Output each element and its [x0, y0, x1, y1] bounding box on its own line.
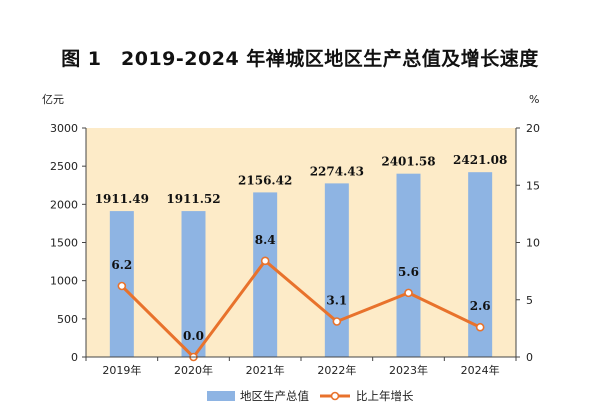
growth-value-label: 8.4	[255, 233, 276, 247]
growth-point	[117, 281, 127, 291]
left-tick-label: 0	[71, 351, 78, 364]
right-axis-unit: %	[529, 93, 539, 106]
bar-gdp	[324, 183, 349, 357]
x-tick-label: 2021年	[246, 363, 285, 377]
bar-value-label: 2421.08	[453, 153, 507, 167]
growth-value-label: 2.6	[470, 299, 491, 313]
bar-value-label: 2156.42	[238, 173, 292, 187]
right-tick-label: 15	[526, 179, 540, 192]
left-tick-label: 500	[57, 313, 78, 326]
bar-value-label: 1911.49	[95, 192, 149, 206]
growth-point	[404, 288, 413, 298]
growth-value-label: 3.1	[326, 294, 347, 308]
growth-line	[120, 259, 481, 359]
growth-value-label: 0.0	[183, 329, 204, 343]
left-tick-label: 1500	[50, 237, 78, 250]
x-tick-label: 2024年	[461, 363, 500, 377]
bar-value-label: 2274.43	[310, 164, 364, 178]
plot-area	[86, 128, 516, 357]
growth-point	[260, 256, 270, 266]
legend-label-growth: 比上年增长	[356, 389, 414, 403]
legend-label-gdp: 地区生产总值	[240, 389, 309, 403]
left-tick-label: 3000	[50, 122, 78, 135]
growth-value-label: 5.6	[398, 265, 419, 279]
x-tick-label: 2019年	[102, 363, 141, 377]
x-tick-label: 2023年	[389, 363, 428, 377]
bar-gdp	[181, 211, 206, 357]
right-tick-label: 0	[526, 351, 533, 364]
left-tick-label: 1000	[50, 275, 78, 288]
bar-gdp	[253, 192, 278, 357]
legend-swatch-gdp	[207, 391, 235, 401]
right-tick-label: 20	[526, 122, 540, 135]
legend-marker-growth	[330, 391, 340, 401]
bar-gdp	[396, 173, 421, 357]
chart-title: 图 1 2019-2024 年禅城区地区生产总值及增长速度	[61, 48, 539, 70]
growth-value-label: 6.2	[111, 258, 132, 272]
bar-value-label: 1911.52	[166, 192, 220, 206]
left-axis-unit: 亿元	[42, 93, 64, 106]
growth-point	[332, 317, 342, 326]
growth-point	[475, 322, 485, 332]
left-tick-label: 2000	[50, 198, 78, 211]
right-tick-label: 5	[526, 294, 533, 307]
bar-value-label: 2401.58	[381, 155, 435, 169]
left-tick-label: 2500	[50, 160, 78, 173]
x-tick-label: 2022年	[317, 363, 356, 377]
x-tick-label: 2020年	[174, 363, 213, 377]
right-tick-label: 10	[526, 237, 540, 250]
